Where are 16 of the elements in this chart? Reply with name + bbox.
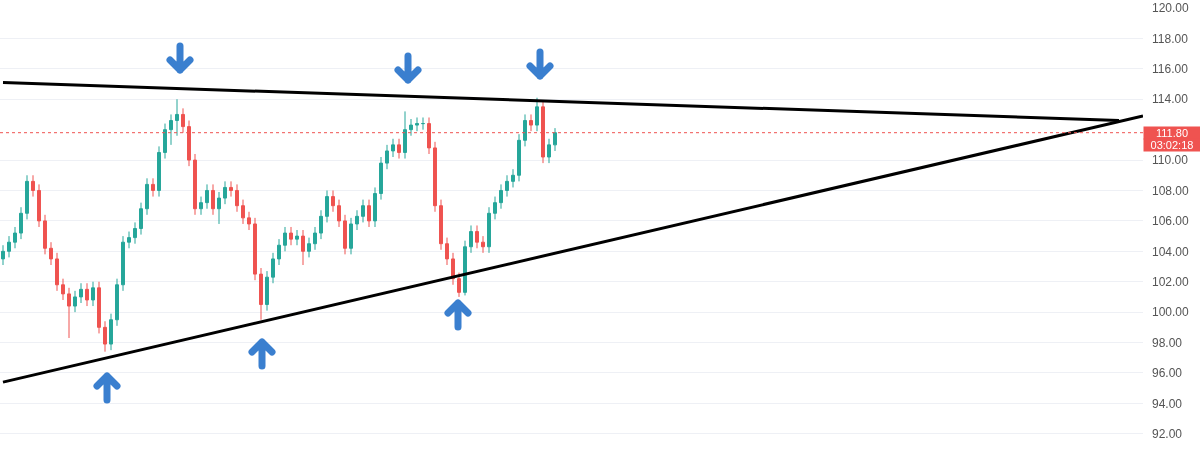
y-tick-label: 106.00 (1152, 214, 1190, 229)
y-tick-label: 116.00 (1152, 62, 1189, 77)
y-tick-label: 114.00 (1152, 92, 1189, 107)
y-tick-label: 102.00 (1152, 274, 1190, 289)
y-tick-label: 110.00 (1152, 153, 1189, 168)
y-tick-label: 108.00 (1152, 183, 1190, 198)
text: 03:02:18 (1150, 139, 1194, 151)
y-tick-label: 94.00 (1152, 396, 1183, 411)
y-tick-label: 96.00 (1152, 366, 1183, 381)
y-tick-label: 118.00 (1152, 31, 1189, 46)
y-tick-label: 92.00 (1152, 426, 1183, 441)
y-tick-label: 120.00 (1152, 1, 1190, 16)
y-tick-label: 100.00 (1152, 305, 1190, 320)
ref-line-label: 111.80 (1155, 127, 1189, 139)
y-tick-label: 104.00 (1152, 244, 1190, 259)
y-tick-label: 98.00 (1152, 335, 1183, 350)
